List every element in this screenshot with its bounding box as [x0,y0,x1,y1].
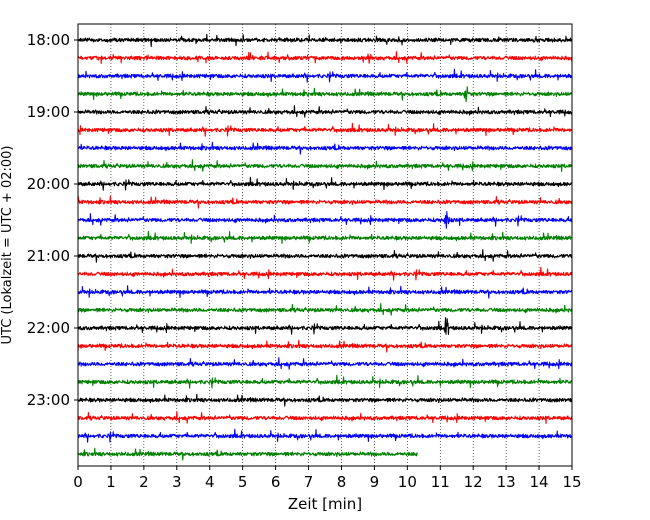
trace-line [77,86,573,103]
y-tick-label: 21:00 [27,247,70,265]
x-axis: 0 1 2 3 4 5 6 7 8 9 10 11 12 13 14 15 [73,466,582,491]
trace-line [77,195,573,209]
x-tick-label: 4 [205,473,215,491]
x-tick-label: 2 [139,473,149,491]
x-tick-label: 3 [172,473,182,491]
trace-line [77,51,573,65]
trace-line [77,393,573,407]
trace-line [77,285,573,299]
trace-line [77,159,573,173]
trace-line [77,105,573,118]
trace-line [77,428,573,443]
trace-line [77,317,573,335]
x-tick-label: 0 [73,473,83,491]
trace-line [77,374,573,389]
trace-line [77,141,573,155]
traces [77,33,573,461]
trace-line [77,176,573,191]
x-tick-label: 14 [530,473,549,491]
x-tick-label: 13 [497,473,516,491]
x-tick-label: 15 [562,473,581,491]
y-axis: 18:00 19:00 20:00 21:00 22:00 23:00 [27,31,78,409]
y-tick-label: 20:00 [27,175,70,193]
trace-line [77,122,573,137]
x-tick-label: 7 [304,473,314,491]
trace-line [77,68,573,83]
trace-line [77,339,573,353]
x-tick-label: 12 [464,473,483,491]
x-tick-label: 8 [337,473,347,491]
x-axis-label: Zeit [min] [288,495,362,513]
x-tick-label: 5 [238,473,248,491]
trace-line [77,411,573,425]
trace-line [77,303,573,316]
trace-line [77,447,418,461]
x-tick-label: 10 [398,473,417,491]
y-tick-label: 18:00 [27,31,70,49]
trace-line [77,210,573,229]
trace-line [77,249,573,263]
x-tick-label: 11 [431,473,450,491]
trace-line [77,230,573,245]
plot-frame [77,23,573,467]
x-tick-label: 9 [370,473,380,491]
y-tick-label: 19:00 [27,103,70,121]
x-tick-label: 1 [106,473,116,491]
trace-line [77,33,573,48]
x-tick-label: 6 [271,473,281,491]
trace-line [77,266,573,281]
y-tick-label: 22:00 [27,319,70,337]
trace-line [77,357,573,370]
y-axis-label: UTC (Lokalzeit = UTC + 02:00) [0,146,15,345]
y-tick-label: 23:00 [27,391,70,409]
